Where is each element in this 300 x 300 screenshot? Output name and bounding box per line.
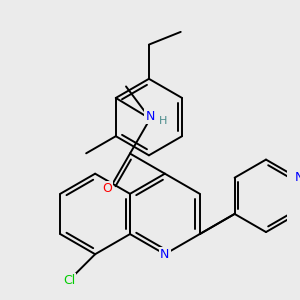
Text: H: H [159,116,168,126]
Text: O: O [103,182,112,195]
Text: Cl: Cl [63,274,75,287]
Text: N: N [295,171,300,184]
Text: N: N [146,110,155,123]
Text: N: N [160,248,170,261]
